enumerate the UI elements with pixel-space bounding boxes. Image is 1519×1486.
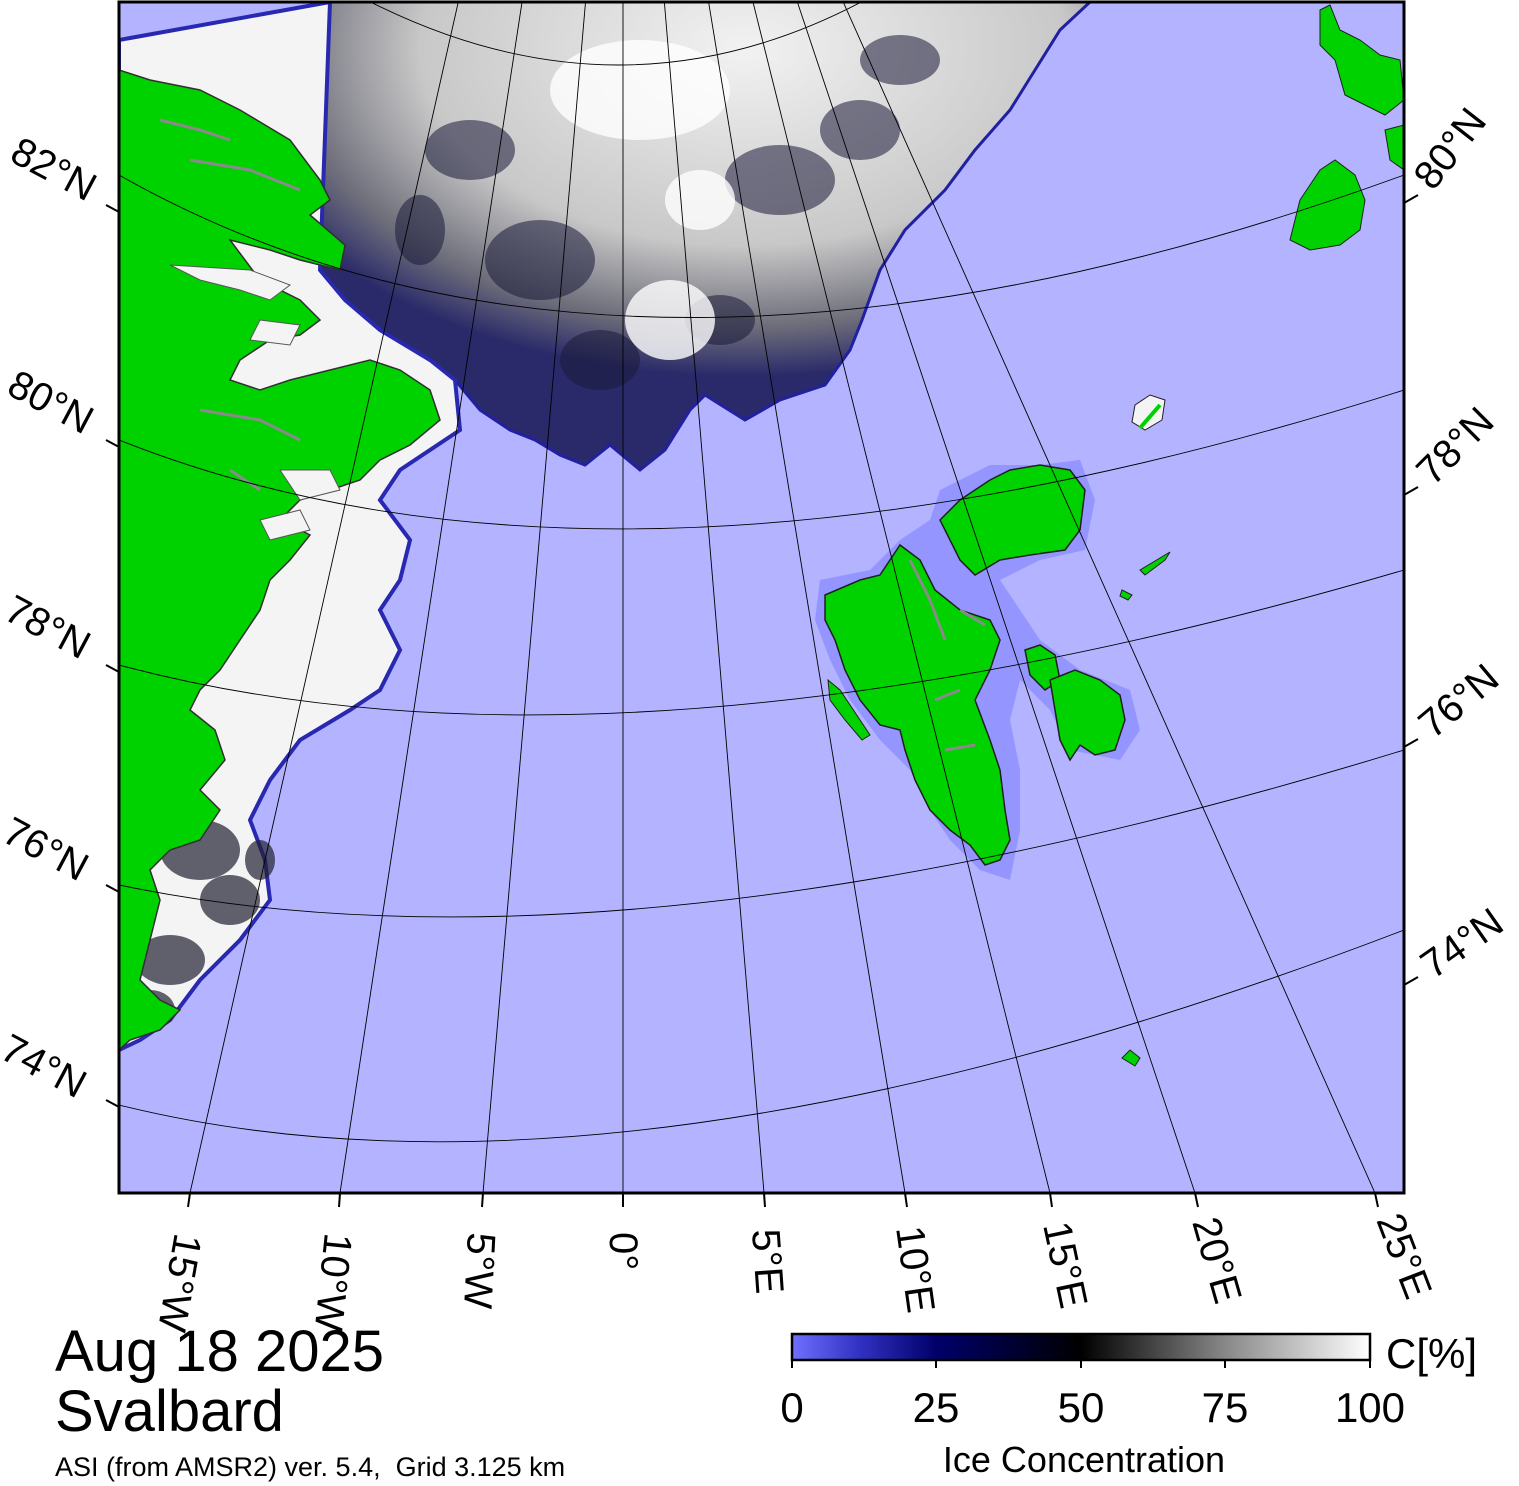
map-date: Aug 18 2025 bbox=[55, 1319, 384, 1384]
colorbar-tick-label: 25 bbox=[913, 1384, 960, 1431]
colorbar-ticks bbox=[791, 1360, 1371, 1368]
greenland-glacier-edge bbox=[159, 118, 301, 492]
map-frame bbox=[117, 0, 1406, 1195]
right-lat-ticks bbox=[1403, 194, 1419, 986]
svalbard-glacier-edge bbox=[908, 559, 986, 752]
greenland-fjord-ice bbox=[169, 264, 341, 541]
latitude-gridlines bbox=[119, 2, 1404, 1143]
bottom-lon-ticks bbox=[187, 1192, 1379, 1208]
colorbar-tick-label: 0 bbox=[780, 1384, 803, 1431]
colorbar-label: Ice Concentration bbox=[943, 1439, 1225, 1480]
left-lat-label: 82°N bbox=[4, 129, 104, 210]
left-lat-label: 78°N bbox=[0, 587, 97, 668]
lon-label: 0° bbox=[601, 1232, 645, 1270]
franz-josef-land-north bbox=[1319, 4, 1404, 116]
lon-label: 5°E bbox=[743, 1228, 791, 1296]
colorbar-unit: C[%] bbox=[1386, 1330, 1477, 1377]
kong-karls-land bbox=[1139, 551, 1171, 576]
left-lat-label: 76°N bbox=[0, 809, 95, 890]
lon-label: 10°E bbox=[887, 1223, 943, 1315]
right-lat-label: 78°N bbox=[1408, 399, 1502, 493]
franz-josef-land-east bbox=[1384, 124, 1404, 171]
pack-ice-dark-patches bbox=[395, 35, 940, 390]
svalbard-nordaustlandet bbox=[939, 464, 1086, 576]
lon-label: 5°W bbox=[455, 1232, 503, 1310]
right-lat-label: 76°N bbox=[1411, 656, 1508, 747]
right-lat-label: 74°N bbox=[1413, 900, 1511, 987]
bjornoya-island bbox=[1121, 1049, 1141, 1067]
left-lat-label: 74°N bbox=[0, 1026, 93, 1107]
colorbar-tick-label: 75 bbox=[1202, 1384, 1249, 1431]
kvitoya-island bbox=[1131, 394, 1166, 431]
greenland-land bbox=[119, 69, 441, 1052]
map-region: Svalbard bbox=[55, 1379, 284, 1444]
colorbar bbox=[790, 1332, 1372, 1362]
colorbar-tick-label: 100 bbox=[1335, 1384, 1405, 1431]
left-lat-ticks bbox=[105, 204, 120, 1108]
lon-label: 25°E bbox=[1368, 1207, 1440, 1304]
longitude-gridlines bbox=[189, 2, 1376, 1193]
svalbard-prins-karls-forland bbox=[827, 678, 871, 741]
lon-label: 10°W bbox=[306, 1231, 360, 1334]
kvitoya-land-strip bbox=[1138, 403, 1162, 430]
franz-josef-land-south bbox=[1289, 159, 1366, 251]
svalbard-spitsbergen bbox=[824, 543, 1011, 866]
lon-label: 20°E bbox=[1183, 1212, 1249, 1308]
svalbard-edgeoya bbox=[1049, 669, 1126, 762]
lon-label: 15°E bbox=[1034, 1218, 1095, 1312]
small-island-east bbox=[1119, 589, 1133, 601]
data-source-note: ASI (from AMSR2) ver. 5.4, Grid 3.125 km bbox=[55, 1452, 566, 1482]
right-lat-label: 80°N bbox=[1405, 100, 1495, 198]
left-lat-label: 80°N bbox=[1, 362, 101, 443]
colorbar-tick-label: 50 bbox=[1058, 1384, 1105, 1431]
